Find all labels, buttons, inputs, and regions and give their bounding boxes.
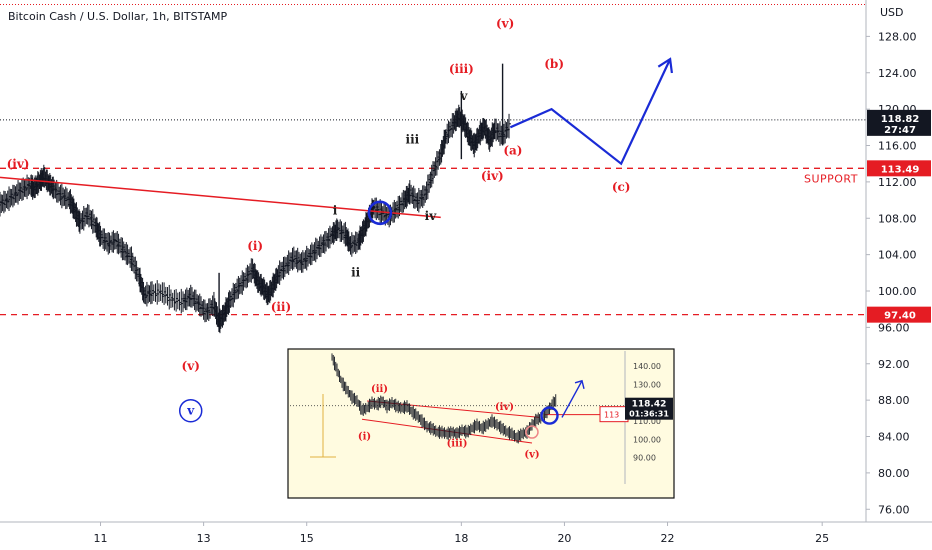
time-tick-label: 15: [300, 532, 314, 545]
inset-arrow: [561, 380, 583, 418]
wave-circle: [178, 398, 203, 423]
price-tick-label: 96.00: [878, 321, 910, 334]
trendline: [0, 176, 441, 219]
inset-chart: 140.00130.00120.00110.00100.0090.00(ii)(…: [287, 348, 675, 499]
lines-layer: [0, 57, 673, 226]
inset-wave-label: (iii): [447, 439, 468, 450]
inset-price-tick: 100.00: [633, 435, 661, 444]
wave-label: iii: [406, 133, 420, 147]
time-tick-label: 11: [94, 532, 108, 545]
currency-label: USD: [880, 6, 904, 19]
wave-label: v: [186, 404, 195, 418]
candles-layer: [0, 63, 512, 334]
breakout-circle: [367, 200, 393, 226]
inset-support-badge-text: 113: [604, 411, 619, 420]
inset-wave-label: (v): [524, 450, 539, 461]
price-tick-label: 76.00: [878, 503, 910, 516]
inset-price-text: 118.42: [632, 400, 667, 410]
current-price-text: 118.82: [881, 114, 920, 125]
labels-layer: (iv)(v)v(i)(ii)iiiiiiiv(iii)v(iv)(v)(a)(…: [7, 16, 631, 423]
price-tick-label: 80.00: [878, 467, 910, 480]
wave-label: (ii): [271, 300, 291, 314]
time-tick-label: 18: [454, 532, 468, 545]
price-tick-label: 124.00: [878, 67, 917, 80]
inset-price-badge: [625, 397, 673, 420]
projection-path: [509, 58, 672, 166]
price-tick-label: 100.00: [878, 285, 917, 298]
wave-label: iv: [425, 209, 438, 223]
level-badge-text: 113.49: [881, 164, 920, 175]
inset-arrowhead: [574, 379, 585, 389]
inset-price-tick: 110.00: [633, 417, 661, 426]
wave-label: (iv): [7, 157, 30, 171]
wave-label: v: [459, 89, 468, 103]
price-tick-label: 112.00: [878, 176, 917, 189]
inset-countdown-text: 01:36:31: [629, 410, 669, 419]
wave-label: (i): [247, 239, 263, 253]
price-tick-label: 92.00: [878, 358, 910, 371]
wave-label: i: [333, 204, 338, 218]
inset-price-tick: 140.00: [633, 362, 661, 371]
inset-blue-circle: [540, 406, 559, 425]
wave-label: (c): [612, 180, 631, 194]
inset-wave-label: (ii): [371, 384, 388, 395]
level-badge: [867, 306, 931, 323]
inset-wave-label: (iv): [495, 402, 514, 413]
current-price-badge: [867, 109, 931, 136]
time-tick-label: 13: [197, 532, 211, 545]
wave-label: ii: [351, 265, 361, 279]
wave-label: (v): [496, 16, 514, 30]
chart-title: Bitcoin Cash / U.S. Dollar, 1h, BITSTAMP: [8, 10, 227, 23]
time-tick-label: 25: [815, 532, 829, 545]
wave-label: (v): [182, 359, 200, 373]
levels-layer: SUPPORT: [0, 4, 866, 316]
projection-arrowhead: [657, 57, 673, 74]
time-tick-label: 20: [557, 532, 571, 545]
level-badge: [867, 160, 931, 177]
inset-price-tick: 130.00: [633, 380, 661, 389]
support-label: SUPPORT: [804, 172, 858, 185]
price-tick-label: 128.00: [878, 30, 917, 43]
level-badge-text: 97.40: [884, 311, 916, 322]
price-tick-label: 84.00: [878, 431, 910, 444]
countdown-text: 27:47: [884, 125, 916, 136]
price-tick-label: 116.00: [878, 140, 917, 153]
price-tick-label: 88.00: [878, 394, 910, 407]
inset-frame: [287, 348, 675, 499]
wave-label: (b): [544, 57, 564, 71]
time-tick-label: 22: [661, 532, 675, 545]
wave-label: (a): [503, 144, 522, 158]
inset-red-circle: [525, 425, 539, 439]
wave-label: (iii): [449, 62, 474, 76]
inset-wave-label: (i): [358, 431, 371, 442]
price-tick-label: 108.00: [878, 212, 917, 225]
inset-price-tick: 90.00: [633, 454, 656, 463]
price-tick-label: 104.00: [878, 249, 917, 262]
wave-label: (iv): [481, 169, 504, 183]
